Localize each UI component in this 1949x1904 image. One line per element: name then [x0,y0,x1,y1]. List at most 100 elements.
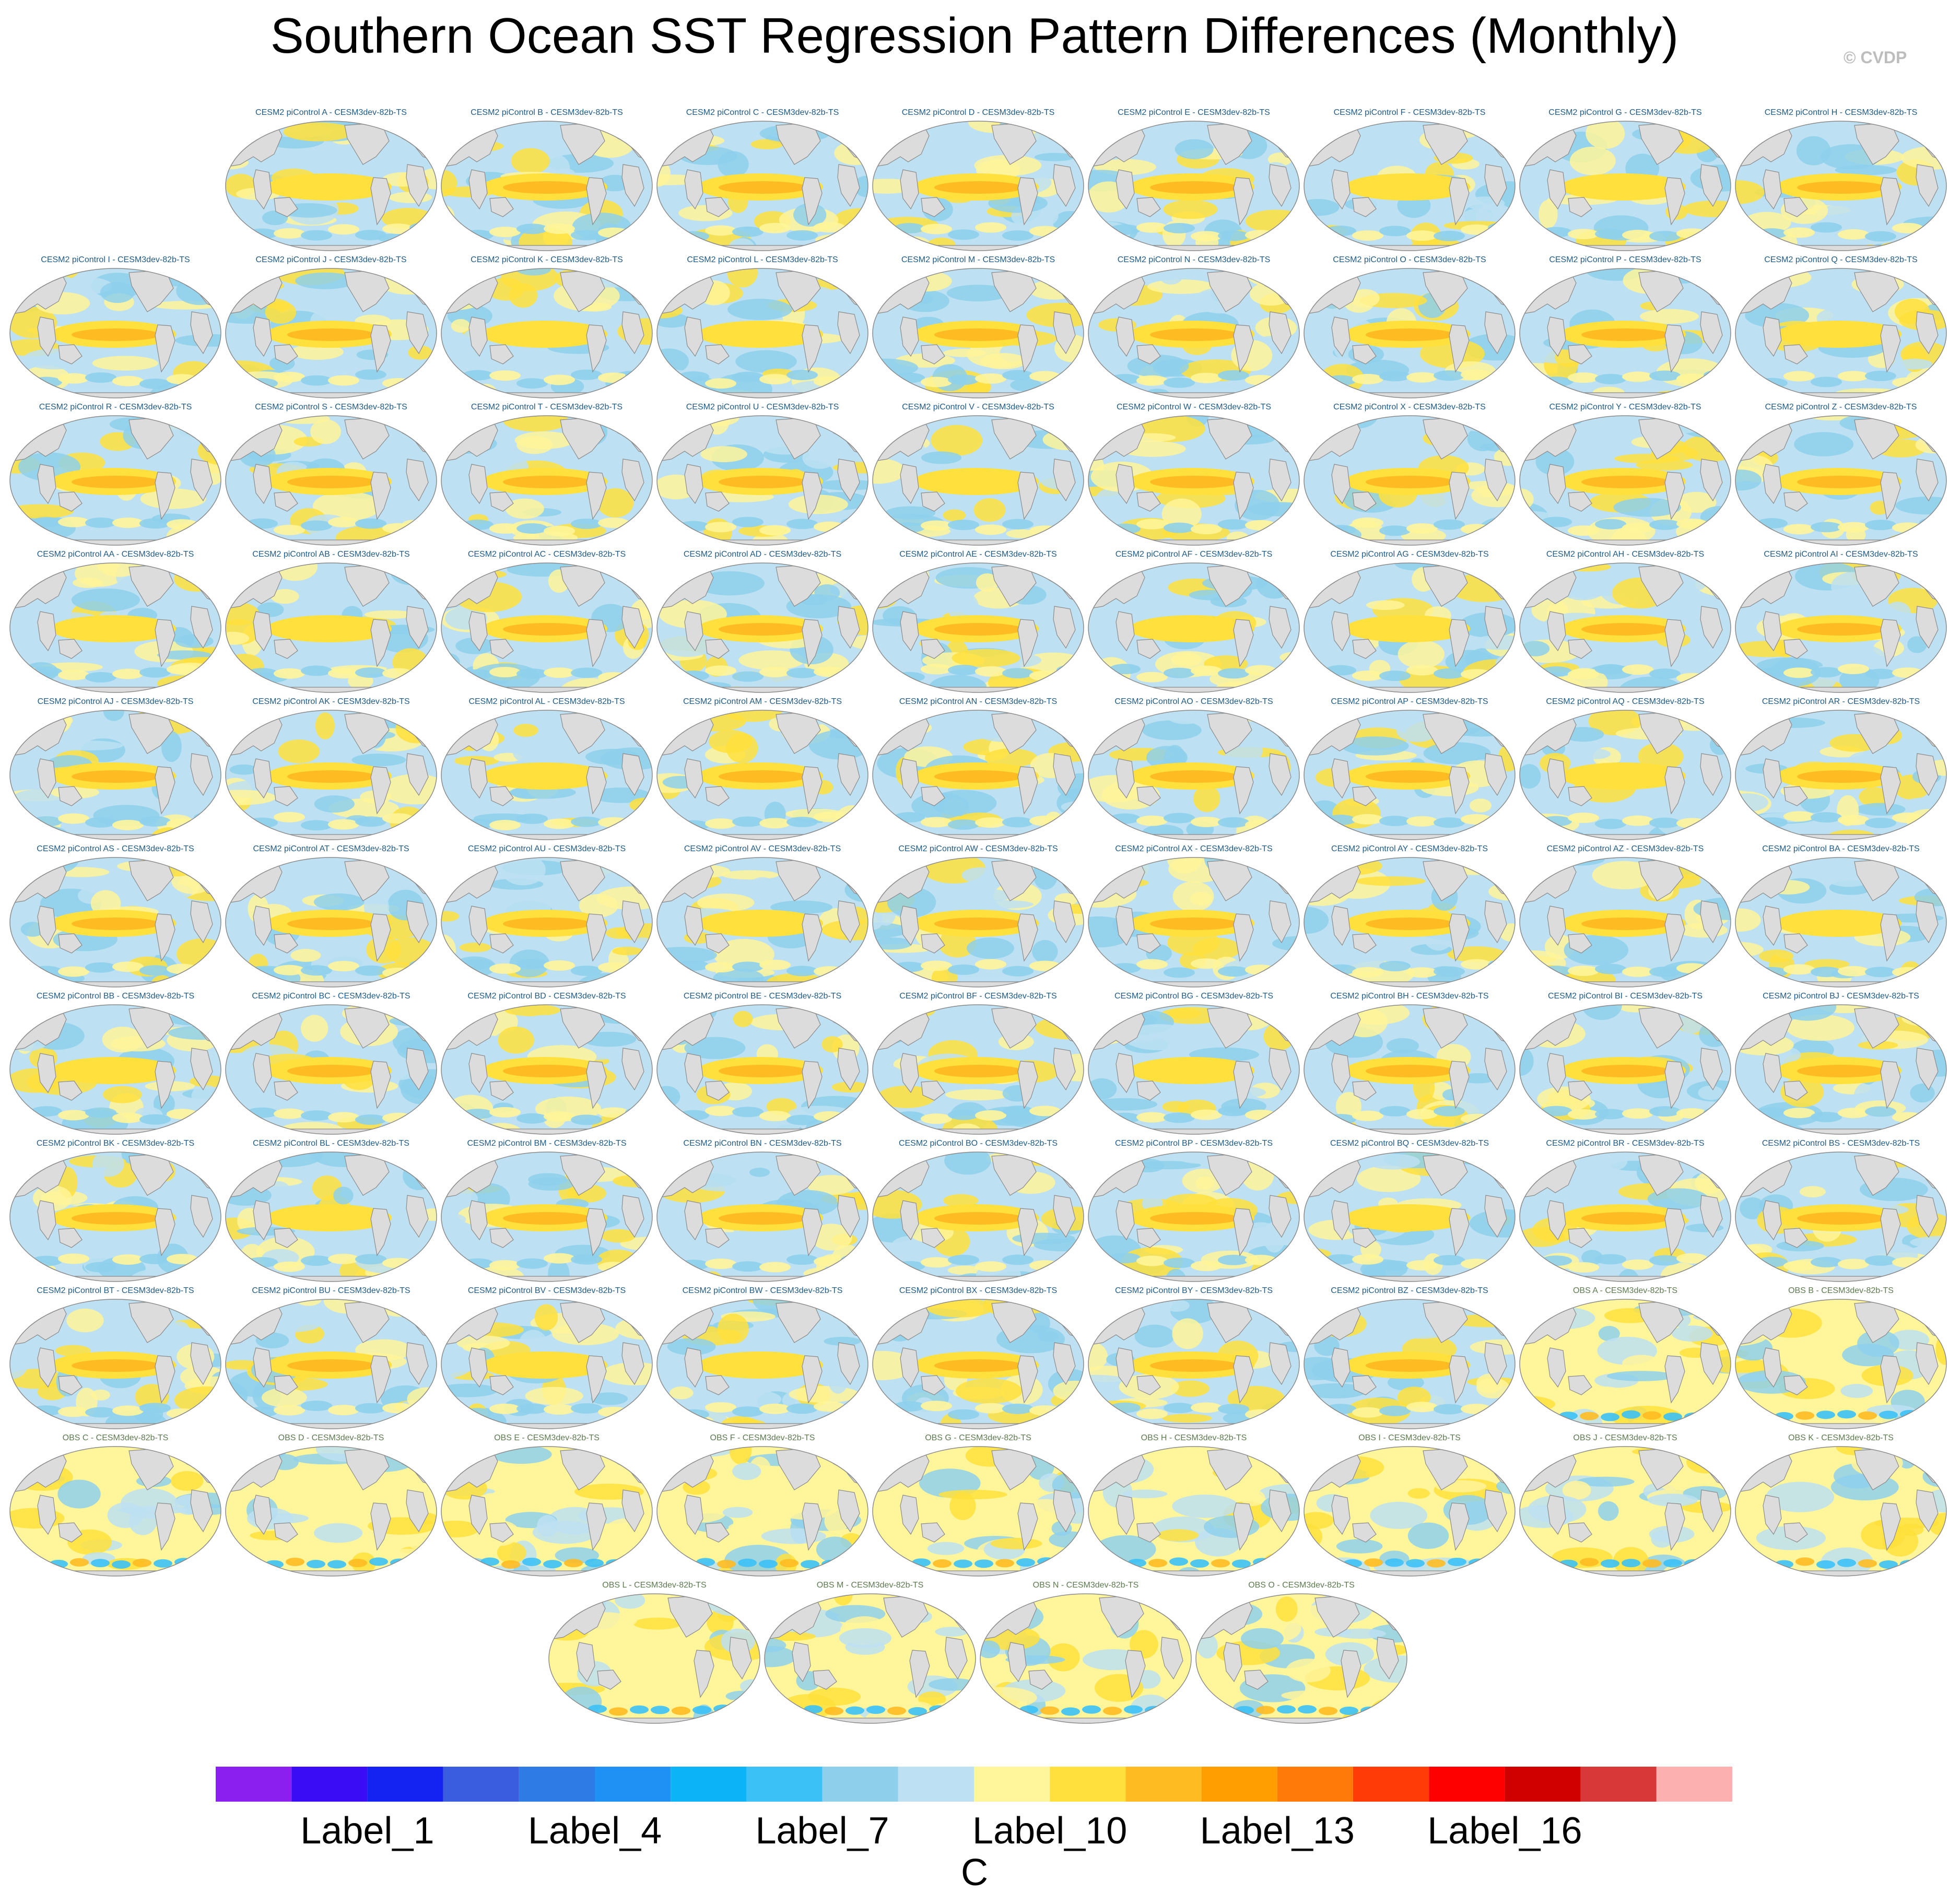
panel-label: CESM2 piControl U - CESM3dev-82b-TS [686,403,839,412]
panel-label: CESM2 piControl AI - CESM3dev-82b-TS [1764,550,1918,559]
colorbar-tick-label: Label_10 [972,1810,1128,1852]
panel-label: CESM2 piControl BM - CESM3dev-82b-TS [467,1139,627,1148]
panel-label: CESM2 piControl AS - CESM3dev-82b-TS [37,844,194,853]
map-panel: CESM2 piControl N - CESM3dev-82b-TS [1086,255,1301,401]
colorbar-segment [1656,1767,1732,1802]
panel-label: CESM2 piControl AX - CESM3dev-82b-TS [1115,844,1273,853]
panel-label: CESM2 piControl BA - CESM3dev-82b-TS [1762,844,1920,853]
map-panel: CESM2 piControl AO - CESM3dev-82b-TS [1086,697,1301,843]
sst-map [1088,1151,1300,1282]
sst-map [225,415,437,546]
map-panel: OBS I - CESM3dev-82b-TS [1302,1433,1517,1579]
panel-label: CESM2 piControl C - CESM3dev-82b-TS [686,108,839,117]
map-panel: OBS E - CESM3dev-82b-TS [439,1433,654,1579]
map-panel: CESM2 piControl AG - CESM3dev-82b-TS [1302,549,1517,696]
map-panel: CESM2 piControl X - CESM3dev-82b-TS [1302,402,1517,548]
sst-map [1088,857,1300,988]
colorbar [216,1767,1732,1802]
sst-map [872,268,1084,398]
sst-map [9,268,221,398]
map-panel: OBS N - CESM3dev-82b-TS [978,1580,1193,1726]
sst-map [225,1299,437,1429]
panel-label: OBS J - CESM3dev-82b-TS [1573,1433,1677,1442]
colorbar-segment [671,1767,747,1802]
sst-map [225,1004,437,1135]
sst-map [872,415,1084,546]
map-panel: CESM2 piControl AP - CESM3dev-82b-TS [1302,697,1517,843]
panel-label: CESM2 piControl N - CESM3dev-82b-TS [1117,255,1271,264]
sst-map [1088,1299,1300,1429]
panel-label: CESM2 piControl Z - CESM3dev-82b-TS [1765,403,1917,412]
panel-label: CESM2 piControl BE - CESM3dev-82b-TS [683,992,842,1001]
panel-label: CESM2 piControl AG - CESM3dev-82b-TS [1330,550,1489,559]
map-panel: CESM2 piControl BC - CESM3dev-82b-TS [224,991,439,1137]
sst-map [9,1446,221,1577]
colorbar-tick-label: Label_4 [527,1810,662,1852]
sst-map [1519,121,1731,251]
panel-label: CESM2 piControl BH - CESM3dev-82b-TS [1330,992,1489,1001]
sst-map [1088,121,1300,251]
map-panel: CESM2 piControl AA - CESM3dev-82b-TS [8,549,223,696]
panel-label: CESM2 piControl BS - CESM3dev-82b-TS [1762,1139,1920,1148]
panel-label: CESM2 piControl I - CESM3dev-82b-TS [41,255,190,264]
map-panel: CESM2 piControl V - CESM3dev-82b-TS [871,402,1086,548]
sst-map [656,1446,868,1577]
sst-map [656,415,868,546]
sst-map [225,857,437,988]
sst-map [225,1446,437,1577]
map-panel: CESM2 piControl AF - CESM3dev-82b-TS [1086,549,1301,696]
map-panel: CESM2 piControl C - CESM3dev-82b-TS [655,108,870,254]
colorbar-units: C [961,1852,988,1894]
panel-label: CESM2 piControl BX - CESM3dev-82b-TS [899,1286,1058,1295]
panel-label: OBS B - CESM3dev-82b-TS [1788,1286,1894,1295]
map-panel: CESM2 piControl BF - CESM3dev-82b-TS [871,991,1086,1137]
panel-label: CESM2 piControl BJ - CESM3dev-82b-TS [1763,992,1919,1001]
panel-label: CESM2 piControl AD - CESM3dev-82b-TS [683,550,842,559]
map-panel: OBS C - CESM3dev-82b-TS [8,1433,223,1579]
panel-label: CESM2 piControl H - CESM3dev-82b-TS [1764,108,1918,117]
map-panel: OBS G - CESM3dev-82b-TS [871,1433,1086,1579]
sst-map [872,121,1084,251]
sst-map [1735,1299,1947,1429]
map-panel: CESM2 piControl D - CESM3dev-82b-TS [871,108,1086,254]
sst-map [1195,1593,1407,1724]
panel-label: CESM2 piControl BI - CESM3dev-82b-TS [1547,992,1703,1001]
sst-map [1735,1446,1947,1577]
panel-label: CESM2 piControl W - CESM3dev-82b-TS [1116,403,1272,412]
panel-label: CESM2 piControl D - CESM3dev-82b-TS [901,108,1055,117]
map-panel: CESM2 piControl AD - CESM3dev-82b-TS [655,549,870,696]
map-panel: CESM2 piControl AQ - CESM3dev-82b-TS [1518,697,1733,843]
sst-map [9,1299,221,1429]
colorbar-segment [974,1767,1050,1802]
map-panel: CESM2 piControl BT - CESM3dev-82b-TS [8,1286,223,1432]
sst-map [872,562,1084,693]
sst-map [225,710,437,840]
panel-label: CESM2 piControl BN - CESM3dev-82b-TS [683,1139,842,1148]
sst-map [656,562,868,693]
sst-map [1519,415,1731,546]
cvdp-watermark: © CVDP [1844,48,1907,67]
map-panel: CESM2 piControl BJ - CESM3dev-82b-TS [1733,991,1948,1137]
sst-map [441,268,653,398]
panel-label: CESM2 piControl AL - CESM3dev-82b-TS [468,697,625,706]
panel-label: CESM2 piControl BZ - CESM3dev-82b-TS [1331,1286,1488,1295]
map-panel: CESM2 piControl R - CESM3dev-82b-TS [8,402,223,548]
sst-map [9,710,221,840]
sst-map [1304,1151,1516,1282]
map-panel: CESM2 piControl BU - CESM3dev-82b-TS [224,1286,439,1432]
map-panel: CESM2 piControl P - CESM3dev-82b-TS [1518,255,1733,401]
sst-map [1519,1004,1731,1135]
sst-map [1735,121,1947,251]
panel-label: CESM2 piControl BL - CESM3dev-82b-TS [253,1139,409,1148]
map-panel: CESM2 piControl AW - CESM3dev-82b-TS [871,844,1086,990]
panel-label: CESM2 piControl AV - CESM3dev-82b-TS [684,844,841,853]
panel-label: CESM2 piControl Y - CESM3dev-82b-TS [1549,403,1701,412]
panel-label: CESM2 piControl F - CESM3dev-82b-TS [1333,108,1486,117]
sst-map [1735,710,1947,840]
map-panel: CESM2 piControl AV - CESM3dev-82b-TS [655,844,870,990]
map-panel: CESM2 piControl Y - CESM3dev-82b-TS [1518,402,1733,548]
panel-label: CESM2 piControl K - CESM3dev-82b-TS [471,255,623,264]
sst-map [548,1593,760,1724]
panel-label: CESM2 piControl BW - CESM3dev-82b-TS [682,1286,843,1295]
panel-label: CESM2 piControl S - CESM3dev-82b-TS [255,403,407,412]
